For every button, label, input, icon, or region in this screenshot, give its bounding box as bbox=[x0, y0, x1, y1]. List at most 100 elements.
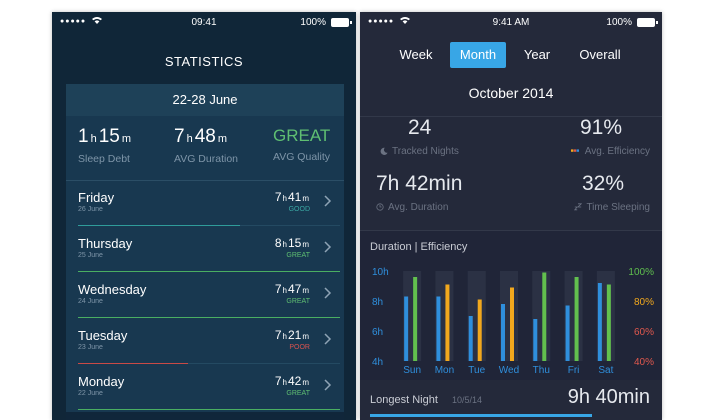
tab-month[interactable]: Month bbox=[450, 42, 506, 68]
divider bbox=[360, 116, 662, 117]
duration-bar bbox=[533, 319, 538, 361]
avg-efficiency-value: 91% bbox=[579, 116, 622, 139]
day-hours: 7 bbox=[274, 328, 282, 342]
month-title: October 2014 bbox=[468, 85, 554, 101]
status-bar: ●●●●● 9:41 AM 100% bbox=[360, 12, 662, 32]
tracked-nights-stat: 24 Tracked Nights bbox=[380, 116, 459, 157]
period-tabs: Week Month Year Overall bbox=[360, 42, 662, 68]
time-sleeping-value: 32% bbox=[581, 172, 624, 195]
day-duration: 7h42m bbox=[275, 374, 310, 388]
quality-bar-track bbox=[78, 317, 340, 318]
week-panel: 22-28 June 1 h 15 m Sleep Debt 7 h 48 m AVG Du… bbox=[66, 84, 344, 420]
day-date: 23 June bbox=[78, 344, 103, 351]
avg-duration-hours: 7 bbox=[174, 126, 185, 147]
day-quality: POOR bbox=[289, 344, 310, 351]
duration-bar bbox=[436, 296, 441, 361]
zzz-icon bbox=[574, 203, 583, 211]
y-right-tick-label: 80% bbox=[634, 297, 654, 308]
status-time: 9:41 AM bbox=[492, 17, 530, 28]
unit-h: h bbox=[282, 286, 287, 295]
wifi-icon bbox=[400, 17, 410, 24]
quality-bar-track bbox=[78, 271, 340, 272]
efficiency-bar bbox=[542, 272, 547, 361]
avg-quality-stat: GREAT AVG Quality bbox=[273, 126, 330, 163]
unit-m: m bbox=[302, 332, 309, 341]
duration-bar bbox=[565, 305, 570, 361]
quality-bar bbox=[78, 317, 340, 318]
duration-bar bbox=[501, 304, 505, 361]
day-date: 24 June bbox=[78, 298, 103, 305]
x-tick-label: Fri bbox=[568, 365, 580, 376]
duration-bar bbox=[404, 296, 409, 361]
y-right-tick-label: 100% bbox=[628, 267, 654, 278]
y-left-tick-label: 8h bbox=[372, 297, 383, 308]
chart-title: Duration | Efficiency bbox=[370, 241, 468, 253]
quality-bar bbox=[78, 271, 340, 272]
day-date: 26 June bbox=[78, 206, 103, 213]
day-minutes: 47 bbox=[287, 282, 302, 296]
tab-week[interactable]: Week bbox=[399, 47, 433, 62]
day-hours: 7 bbox=[274, 190, 282, 204]
day-hours: 8 bbox=[274, 236, 282, 250]
day-row[interactable]: Friday 26 June 7h41m GOOD bbox=[66, 184, 344, 230]
day-row[interactable]: Wednesday 24 June 7h47m GREAT bbox=[66, 276, 344, 322]
tracked-nights-value: 24 bbox=[408, 116, 432, 139]
unit-m: m bbox=[302, 286, 309, 295]
day-hours: 7 bbox=[274, 282, 282, 296]
duration-bar bbox=[468, 316, 473, 361]
sleep-debt-label: Sleep Debt bbox=[78, 153, 130, 165]
avg-efficiency-stat: 91% Avg. Efficiency bbox=[569, 116, 650, 157]
quality-bar bbox=[78, 363, 189, 364]
chevron-right-icon bbox=[324, 379, 332, 391]
tab-overall[interactable]: Overall bbox=[579, 47, 621, 62]
day-name: Monday bbox=[78, 374, 125, 389]
day-row[interactable]: Tuesday 23 June 7h21m POOR bbox=[66, 322, 344, 368]
chart-canvas: 10h 8h 6h 4h 100% 80% 60% 40% Sun Mon Tue Wed Thu Fri… bbox=[372, 267, 654, 376]
quality-bar-track bbox=[78, 363, 340, 364]
efficiency-bar bbox=[606, 284, 611, 361]
longest-night-bar bbox=[370, 414, 592, 417]
sleep-debt-hours: 1 bbox=[78, 126, 89, 147]
day-minutes: 15 bbox=[287, 236, 302, 250]
clock-icon bbox=[376, 203, 384, 211]
efficiency-bar bbox=[477, 299, 482, 361]
y-right-tick-label: 40% bbox=[634, 357, 654, 368]
day-duration: 7h41m bbox=[275, 190, 310, 204]
battery-percent: 100% bbox=[606, 17, 632, 28]
status-time: 09:41 bbox=[191, 17, 217, 28]
day-quality: GREAT bbox=[286, 298, 310, 305]
x-tick-label: Tue bbox=[468, 365, 485, 376]
day-row[interactable]: Thursday 25 June 8h15m GREAT bbox=[66, 230, 344, 276]
duration-bar bbox=[597, 283, 602, 361]
statistics-screen: ●●●●● 09:41 100% STATISTICS 22-28 June 1… bbox=[52, 12, 356, 420]
day-quality: GREAT bbox=[286, 252, 310, 259]
unit-h: h bbox=[282, 332, 287, 341]
x-tick-label: Wed bbox=[499, 365, 519, 376]
time-sleeping-stat: 32% Time Sleeping bbox=[574, 172, 650, 213]
week-range[interactable]: 22-28 June bbox=[66, 84, 344, 116]
tab-year[interactable]: Year bbox=[523, 47, 551, 62]
quality-bar-track bbox=[78, 409, 340, 410]
moon-icon bbox=[380, 147, 388, 155]
sleep-debt-minutes: 15 bbox=[98, 126, 120, 147]
day-row[interactable]: Monday 22 June 7h42m GREAT bbox=[66, 368, 344, 414]
efficiency-bar bbox=[574, 277, 579, 361]
avg-duration-stat: 7h 42min Avg. Duration bbox=[376, 172, 462, 213]
avg-duration-label: AVG Duration bbox=[174, 153, 238, 165]
chevron-right-icon bbox=[324, 241, 332, 253]
duration-efficiency-chart: Duration | Efficiency 10h 8h 6h 4h 100% 80% 60… bbox=[360, 230, 662, 380]
unit-h: h bbox=[282, 240, 287, 249]
status-bar: ●●●●● 09:41 100% bbox=[52, 12, 356, 32]
quality-bar bbox=[78, 409, 340, 410]
unit-m: m bbox=[302, 378, 309, 387]
page-title: STATISTICS bbox=[164, 54, 244, 69]
day-quality: GREAT bbox=[286, 390, 310, 397]
signal-icon: ●●●●● bbox=[368, 18, 395, 25]
day-hours: 7 bbox=[274, 374, 282, 388]
day-minutes: 21 bbox=[287, 328, 302, 342]
quality-bar bbox=[78, 225, 241, 226]
day-name: Friday bbox=[78, 190, 115, 205]
wifi-icon bbox=[92, 17, 102, 24]
day-minutes: 42 bbox=[287, 374, 302, 388]
day-duration: 7h21m bbox=[275, 328, 310, 342]
